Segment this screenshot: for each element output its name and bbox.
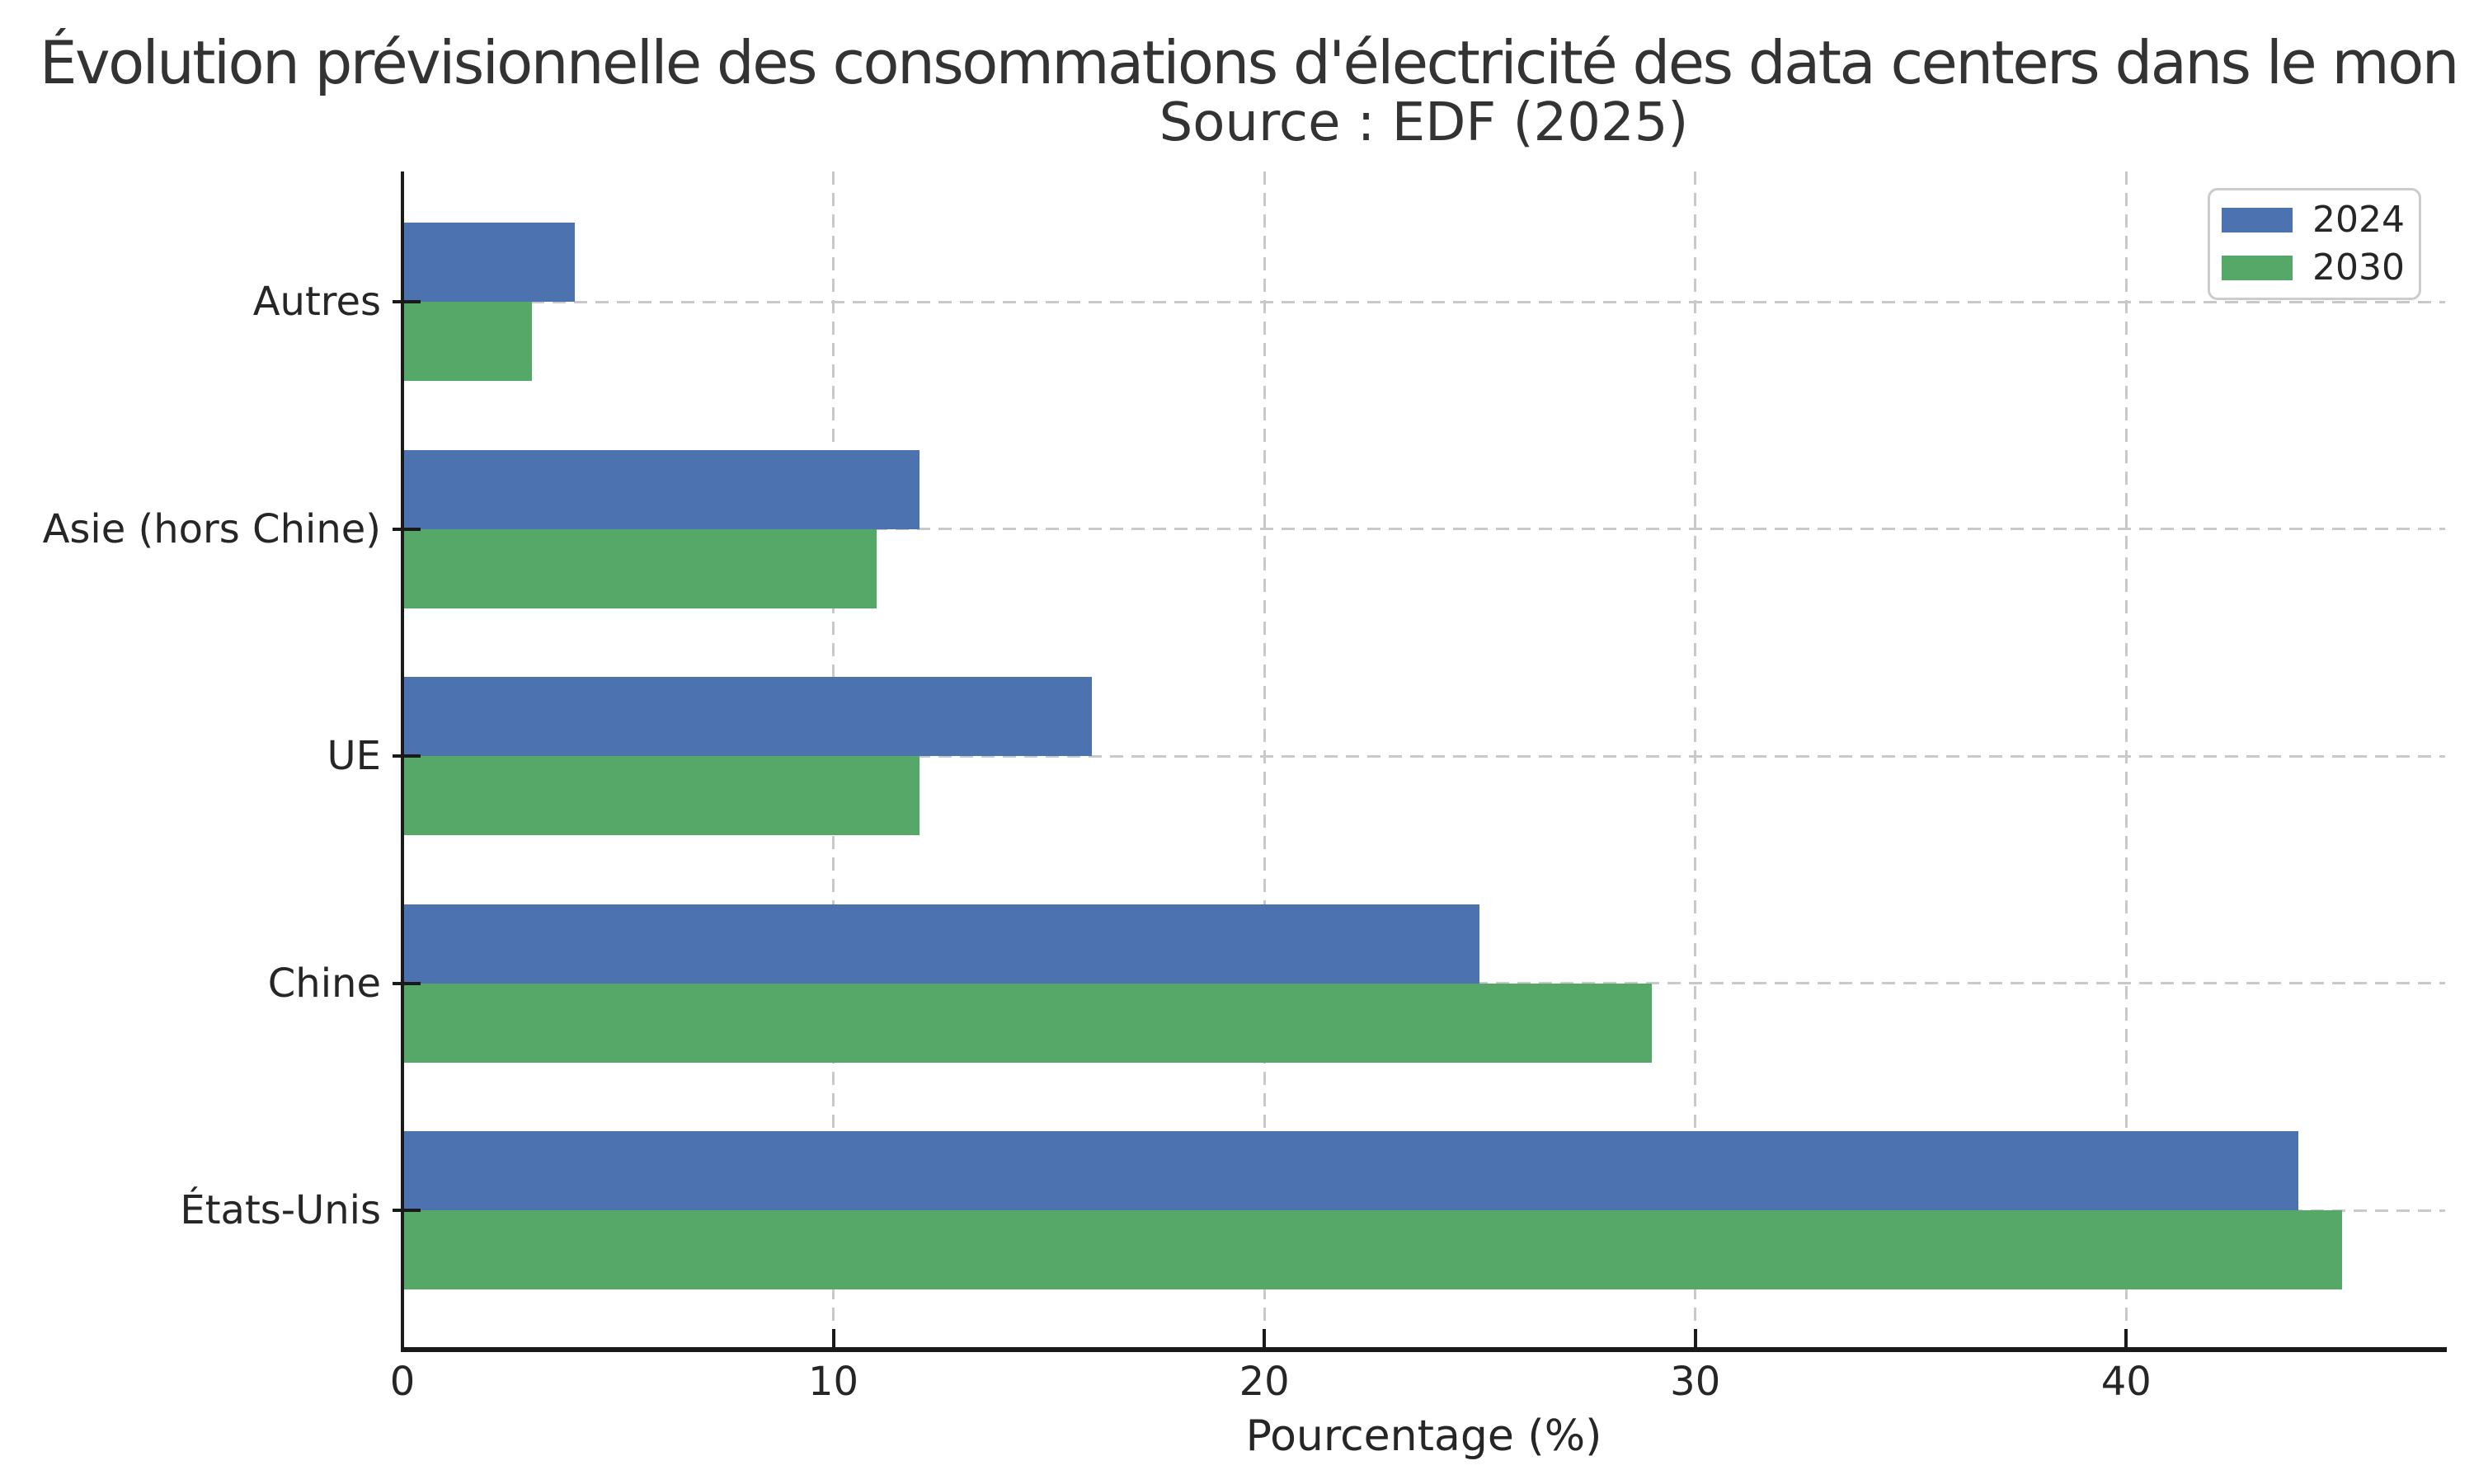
- legend-row-2024: 2024: [2222, 198, 2419, 241]
- category-label: Autres: [252, 279, 381, 325]
- x-tick-label: 30: [1670, 1359, 1721, 1405]
- x-tick-mark: [401, 1329, 404, 1347]
- y-axis-spine: [401, 171, 404, 1350]
- x-tick-label: 40: [2100, 1359, 2152, 1405]
- chart-subtitle: Source : EDF (2025): [1159, 92, 1689, 153]
- legend-label: 2030: [2312, 247, 2405, 289]
- bar-2024-Chine: [402, 904, 1480, 984]
- y-tick-mark: [393, 300, 421, 303]
- bar-2024-UE: [402, 677, 1093, 756]
- x-tick-mark: [831, 1329, 835, 1347]
- bar-2030-Chine: [402, 983, 1653, 1063]
- x-gridline: [2124, 171, 2128, 1347]
- y-tick-mark: [393, 754, 421, 758]
- x-tick-label: 0: [389, 1359, 416, 1405]
- legend-swatch-2024: [2222, 207, 2293, 232]
- plot-area: [393, 171, 2447, 1352]
- y-tick-mark: [393, 981, 421, 985]
- y-tick-mark: [393, 527, 421, 531]
- x-axis-label: Pourcentage (%): [1245, 1411, 1602, 1461]
- bar-2030-Asie (hors Chine): [402, 528, 877, 608]
- x-tick-mark: [1263, 1329, 1267, 1347]
- category-label: UE: [327, 733, 381, 779]
- legend-swatch-2030: [2222, 256, 2293, 281]
- chart-title: Évolution prévisionnelle des consommatio…: [40, 28, 2459, 97]
- legend-row-2030: 2030: [2222, 249, 2419, 287]
- x-gridline: [1694, 171, 1697, 1347]
- x-tick-mark: [1693, 1329, 1697, 1347]
- legend: 2024 2030: [2208, 188, 2421, 300]
- legend-label: 2024: [2312, 198, 2405, 241]
- y-tick-mark: [393, 1209, 421, 1212]
- bar-2024-Asie (hors Chine): [402, 449, 920, 529]
- bar-2024-États-Unis: [402, 1131, 2299, 1210]
- bar-2030-UE: [402, 756, 920, 835]
- bar-2030-Autres: [402, 302, 532, 381]
- category-label: Chine: [267, 960, 381, 1007]
- bar-2024-Autres: [402, 223, 576, 302]
- x-gridline: [1263, 171, 1266, 1347]
- y-gridline: [402, 528, 2445, 530]
- x-tick-label: 10: [808, 1359, 859, 1405]
- x-tick-mark: [2124, 1329, 2128, 1347]
- x-tick-label: 20: [1239, 1359, 1290, 1405]
- y-gridline: [402, 300, 2445, 303]
- category-label: États-Unis: [180, 1187, 381, 1233]
- y-gridline: [402, 754, 2445, 758]
- category-label: Asie (hors Chine): [42, 505, 381, 552]
- x-axis-spine: [401, 1347, 2447, 1352]
- bar-2030-États-Unis: [402, 1210, 2342, 1289]
